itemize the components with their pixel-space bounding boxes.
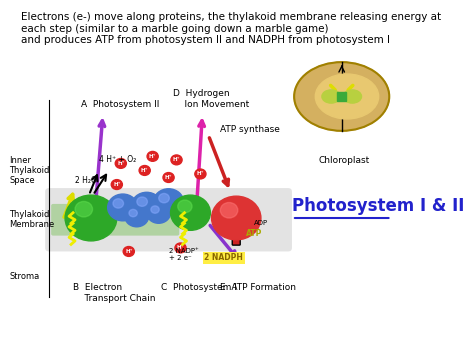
Circle shape <box>129 209 137 217</box>
Text: Stroma: Stroma <box>9 272 40 280</box>
Text: Inner
Thylakoid
Space: Inner Thylakoid Space <box>9 155 50 185</box>
Circle shape <box>65 195 117 241</box>
Text: ATP synthase: ATP synthase <box>220 125 280 134</box>
Text: H⁺: H⁺ <box>113 182 120 187</box>
Text: H⁺: H⁺ <box>197 171 204 176</box>
Circle shape <box>123 246 134 256</box>
Circle shape <box>175 243 186 253</box>
Circle shape <box>154 189 184 215</box>
Circle shape <box>111 180 122 190</box>
Text: Electrons (e-) move along proteins, the thylakoid membrane releasing energy at
e: Electrons (e-) move along proteins, the … <box>21 12 441 45</box>
Text: 2 H₂O: 2 H₂O <box>75 176 97 185</box>
Text: 2 NADPH: 2 NADPH <box>204 253 243 262</box>
Circle shape <box>211 196 261 240</box>
Text: A  Photosystem II: A Photosystem II <box>81 100 159 109</box>
Text: H⁺: H⁺ <box>141 168 148 173</box>
Text: D  Hydrogen
    Ion Movement: D Hydrogen Ion Movement <box>173 89 249 109</box>
Text: ADP: ADP <box>254 220 268 226</box>
Text: E  ATP Formation: E ATP Formation <box>220 283 296 292</box>
Circle shape <box>132 192 162 219</box>
Circle shape <box>113 199 124 208</box>
FancyBboxPatch shape <box>232 201 240 245</box>
Circle shape <box>220 202 238 218</box>
Text: H⁺: H⁺ <box>165 175 173 180</box>
Circle shape <box>147 152 158 161</box>
Circle shape <box>146 202 171 223</box>
Text: 4 H⁺ + O₂: 4 H⁺ + O₂ <box>99 155 136 164</box>
Circle shape <box>195 169 206 179</box>
FancyBboxPatch shape <box>51 204 179 236</box>
Text: ATP: ATP <box>246 229 263 237</box>
Circle shape <box>137 197 147 206</box>
Text: H⁺: H⁺ <box>125 249 133 254</box>
Text: C  Photosystem I: C Photosystem I <box>161 283 237 292</box>
Text: H⁺: H⁺ <box>173 157 180 162</box>
Circle shape <box>151 206 159 213</box>
Circle shape <box>139 165 150 175</box>
Circle shape <box>115 158 127 168</box>
Text: H⁺: H⁺ <box>149 154 156 159</box>
Text: H⁺: H⁺ <box>117 161 125 166</box>
Circle shape <box>125 206 149 227</box>
Text: 2 NADP⁺
+ 2 e⁻: 2 NADP⁺ + 2 e⁻ <box>169 248 198 261</box>
Text: B  Electron
    Transport Chain: B Electron Transport Chain <box>73 283 155 302</box>
Text: Photosystem I & II: Photosystem I & II <box>292 197 465 215</box>
Text: H⁺: H⁺ <box>177 245 184 250</box>
Text: Chloroplast: Chloroplast <box>318 156 369 165</box>
Text: Thylakoid
Membrane: Thylakoid Membrane <box>9 210 55 229</box>
Circle shape <box>163 173 174 182</box>
Circle shape <box>171 155 182 165</box>
Circle shape <box>159 193 169 203</box>
Circle shape <box>178 200 192 213</box>
Circle shape <box>171 195 210 230</box>
FancyBboxPatch shape <box>45 188 292 251</box>
Circle shape <box>75 201 92 217</box>
Circle shape <box>108 194 138 221</box>
